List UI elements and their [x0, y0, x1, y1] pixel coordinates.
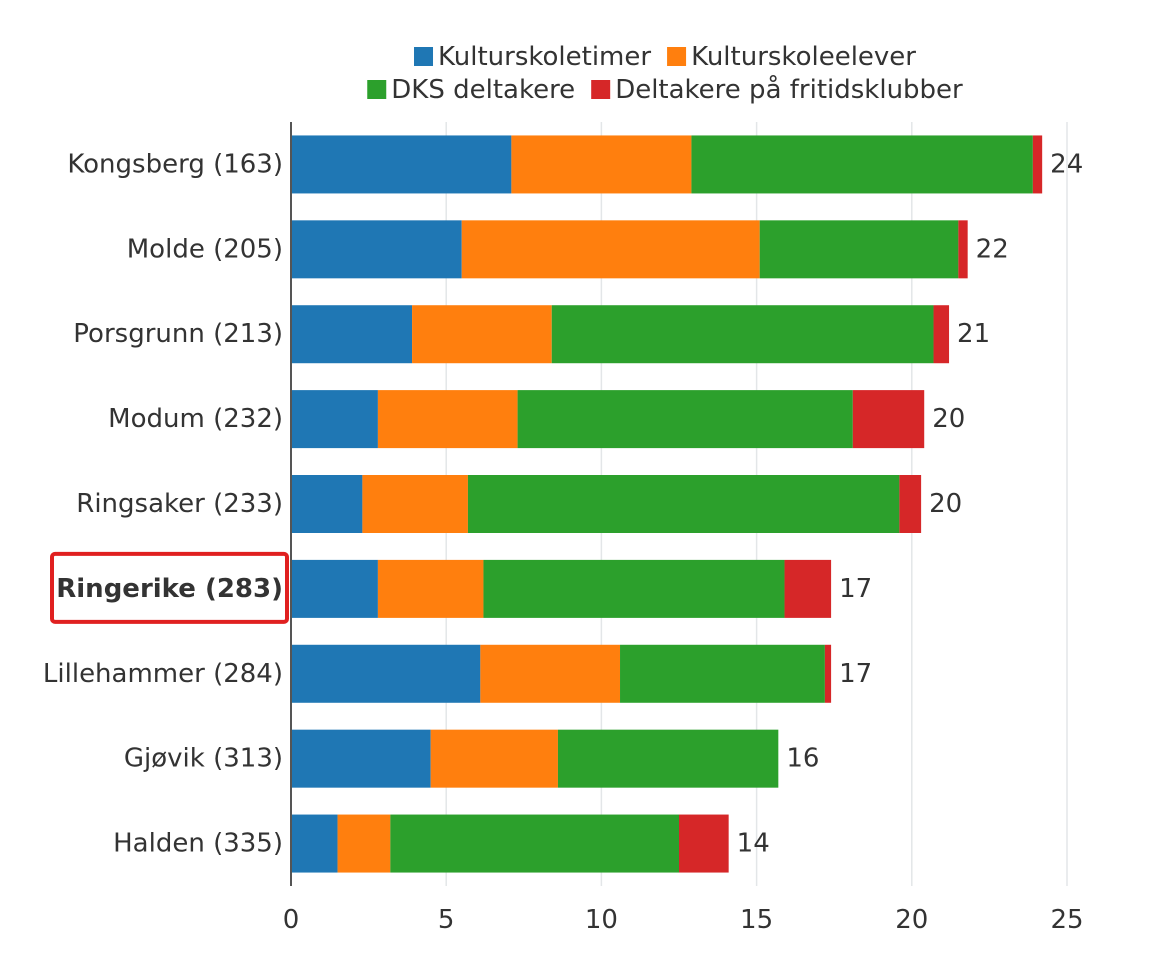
legend-swatch [367, 80, 387, 99]
bar-segment [291, 559, 378, 618]
bar-segment [852, 390, 925, 449]
total-label: 20 [932, 404, 965, 434]
legend-row: DKS deltakere Deltakere på fritidsklubber [367, 74, 963, 105]
bar-segment [291, 729, 431, 788]
total-label: 17 [839, 574, 872, 604]
y-tick-label: Ringerike (283) [56, 574, 283, 604]
bar-segment [899, 475, 922, 533]
bar-segment [430, 729, 558, 788]
legend-item: Kulturskoleelever [667, 42, 916, 72]
y-tick-label: Molde (205) [127, 234, 283, 264]
y-tick-label: Ringsaker (233) [76, 489, 283, 519]
bar-segment [412, 305, 552, 364]
bar-segment [958, 220, 968, 279]
bar-segment [1032, 135, 1043, 194]
y-tick-label: Lillehammer (284) [43, 659, 283, 689]
legend-label: DKS deltakere [391, 75, 575, 105]
x-tick-label: 15 [740, 905, 773, 935]
bar-segment [933, 305, 950, 364]
bar-segment [551, 305, 934, 364]
legend-item: DKS deltakere [367, 75, 575, 105]
legend-swatch [591, 80, 611, 99]
bar-segment [691, 135, 1033, 194]
y-tick-label: Kongsberg (163) [67, 149, 283, 179]
bar-segment [291, 305, 413, 364]
bar-segment [291, 135, 512, 194]
bar-segment [377, 390, 518, 449]
bar-segment [784, 559, 832, 618]
bar-segment [461, 220, 760, 279]
bar-segment [467, 475, 900, 533]
total-label: 21 [957, 319, 990, 349]
y-tick-label: Halden (335) [113, 829, 283, 859]
x-tick-label: 0 [283, 905, 300, 935]
total-label: 22 [976, 234, 1009, 264]
legend-item: Kulturskoletimer [414, 42, 651, 72]
y-tick-label: Porsgrunn (213) [73, 319, 283, 349]
bar-segment [511, 135, 692, 194]
bar-segment [679, 814, 729, 873]
y-tick-label: Gjøvik (313) [124, 744, 283, 774]
x-tick-label: 10 [585, 905, 618, 935]
highlight-box [50, 551, 289, 624]
bar-segment [291, 475, 363, 533]
bar-segment [480, 644, 621, 703]
bar-segment [291, 390, 378, 449]
total-label: 24 [1050, 149, 1083, 179]
bar-segment [759, 220, 959, 279]
bar-segment [377, 559, 484, 618]
bar-segment [824, 644, 832, 703]
bar-segment [337, 814, 391, 873]
x-tick-label: 5 [438, 905, 455, 935]
bar-segment [291, 644, 481, 703]
total-label: 17 [839, 659, 872, 689]
bar-segment [390, 814, 679, 873]
bar-segment [517, 390, 853, 449]
bar-segment [291, 814, 338, 873]
legend-label: Deltakere på fritidsklubber [615, 74, 963, 105]
legend-label: Kulturskoleelever [691, 42, 916, 72]
legend-item: Deltakere på fritidsklubber [591, 74, 963, 105]
x-tick-label: 25 [1050, 905, 1083, 935]
total-label: 14 [737, 829, 770, 859]
x-tick-label: 20 [895, 905, 928, 935]
legend-swatch [667, 47, 687, 66]
bar-segment [620, 644, 825, 703]
legend-label: Kulturskoletimer [438, 42, 651, 72]
legend-swatch [414, 47, 434, 66]
bar-segment [291, 220, 462, 279]
bar-segment [557, 729, 779, 788]
total-label: 20 [929, 489, 962, 519]
bar-segment [362, 475, 468, 533]
total-label: 16 [786, 744, 819, 774]
y-tick-label: Modum (232) [108, 404, 283, 434]
legend-row: Kulturskoletimer Kulturskoleelever [414, 42, 916, 72]
bar-segment [483, 559, 785, 618]
